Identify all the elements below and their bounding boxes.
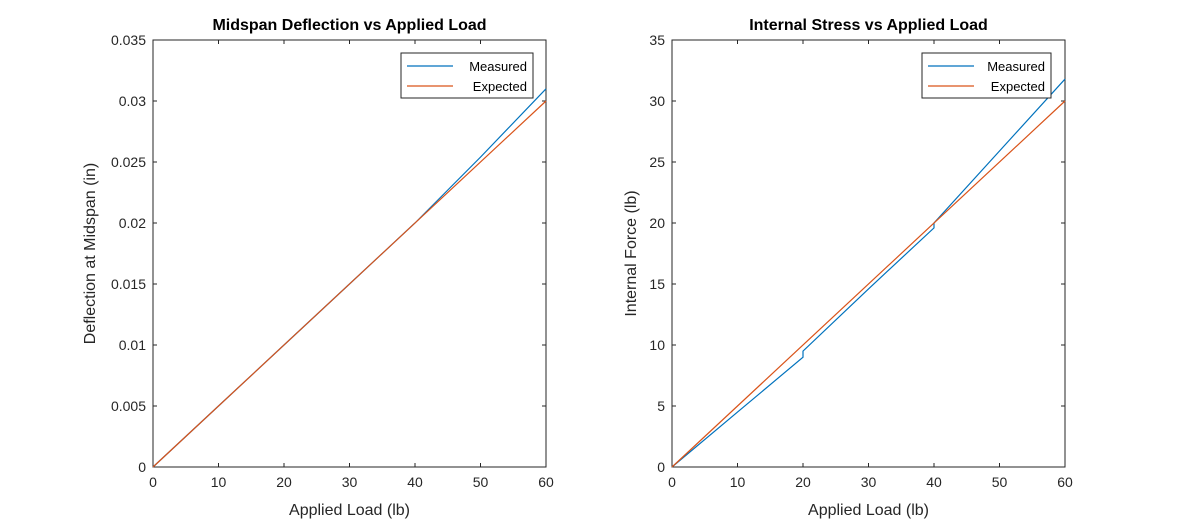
y-tick-label: 5 (657, 398, 665, 414)
series-line-expected (671, 100, 1066, 468)
legend-box (921, 52, 1052, 99)
plot-area (152, 39, 547, 468)
legend-label-measured: Measured (987, 59, 1045, 74)
x-tick-label: 20 (795, 474, 811, 490)
x-tick-label: 60 (538, 474, 554, 490)
chart-panel-1: 0 10 20 30 40 50 60 0 0.005 0.01 0.015 0.02 0.025 0.0… (82, 17, 554, 519)
x-tick-label: 30 (342, 474, 358, 490)
chart-title: Midspan Deflection vs Applied Load (212, 17, 486, 34)
y-tick-label: 25 (649, 154, 665, 170)
x-tick-label: 0 (668, 474, 676, 490)
y-tick-label: 20 (649, 215, 665, 231)
x-tick-label: 50 (992, 474, 1008, 490)
legend-label-expected: Expected (473, 79, 527, 94)
legend: Measured Expected (921, 52, 1052, 99)
x-axis-label: Applied Load (lb) (289, 502, 410, 519)
y-tick-label: 0.02 (119, 215, 146, 231)
x-tick-label: 40 (407, 474, 423, 490)
y-tick-label: 0.03 (119, 93, 146, 109)
y-tick-label: 0 (657, 459, 665, 475)
legend-box (400, 52, 534, 99)
x-tick-label: 50 (473, 474, 489, 490)
y-tick-label: 0.025 (111, 154, 146, 170)
x-axis-label: Applied Load (lb) (808, 502, 929, 519)
x-tick-label: 20 (276, 474, 292, 490)
y-tick-label: 15 (649, 276, 665, 292)
y-tick-label: 0.035 (111, 32, 146, 48)
chart-title: Internal Stress vs Applied Load (749, 17, 988, 34)
x-tick-label: 10 (730, 474, 746, 490)
legend-label-measured: Measured (469, 59, 527, 74)
legend-label-expected: Expected (991, 79, 1045, 94)
y-tick-label: 0.005 (111, 398, 146, 414)
y-tick-label: 10 (649, 337, 665, 353)
legend: Measured Expected (400, 52, 534, 99)
y-axis-label: Deflection at Midspan (in) (82, 163, 99, 344)
y-tick-label: 35 (649, 32, 665, 48)
plot-area (671, 39, 1066, 468)
x-tick-label: 10 (211, 474, 227, 490)
x-tick-label: 40 (926, 474, 942, 490)
series-line-expected (152, 100, 547, 468)
y-axis-label: Internal Force (lb) (623, 190, 640, 316)
y-tick-label: 0 (138, 459, 146, 475)
y-tick-label: 0.01 (119, 337, 146, 353)
y-tick-label: 0.015 (111, 276, 146, 292)
y-tick-label: 30 (649, 93, 665, 109)
chart-panel-2: 0 10 20 30 40 50 60 0 5 10 15 20 25 30 35 Internal Stre… (623, 17, 1073, 519)
x-tick-label: 30 (861, 474, 877, 490)
x-tick-label: 0 (149, 474, 157, 490)
x-tick-label: 60 (1057, 474, 1073, 490)
series-line-measured (671, 78, 1066, 468)
